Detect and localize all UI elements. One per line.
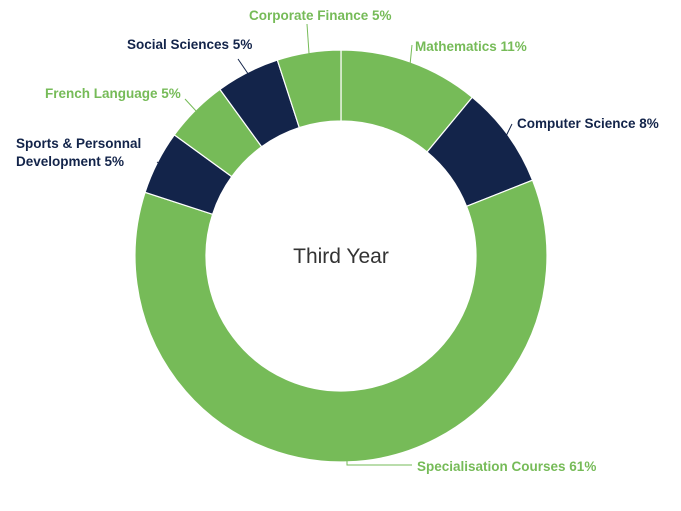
leader-line-mathematics [409,44,413,65]
donut-slices [134,49,548,463]
slice-corporate-finance [276,49,342,129]
slice-label-french-language: French Language 5% [45,86,181,101]
label-leader-lines [156,23,513,466]
leader-line-sports-personnal-development [156,161,160,164]
leader-line-corporate-finance [306,23,310,55]
slice-label-sports-line2: Development 5% [16,154,124,169]
leader-line-social-sciences [237,58,249,75]
leader-line-specialisation-courses [346,460,412,466]
slice-label-mathematics: Mathematics 11% [415,39,527,54]
slice-label-social-sciences: Social Sciences 5% [127,37,252,52]
leader-line-french-language [184,98,198,113]
slice-label-corporate-finance: Corporate Finance 5% [249,8,392,23]
slice-specialisation-courses [134,179,548,463]
slice-label-computer-science: Computer Science 8% [517,116,659,131]
center-label: Third Year [293,245,389,268]
slice-label-specialisation-courses: Specialisation Courses 61% [417,459,596,474]
leader-line-computer-science [505,123,513,137]
slice-label-sports-line1: Sports & Personnal [16,136,141,151]
